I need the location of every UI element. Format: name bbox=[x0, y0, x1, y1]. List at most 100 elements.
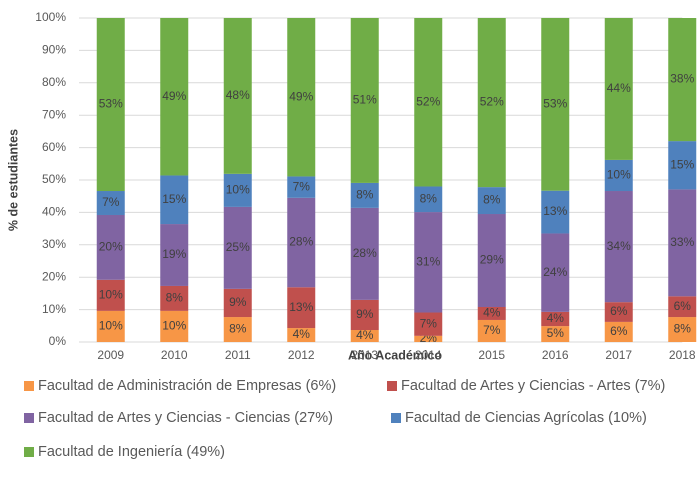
data-label: 53% bbox=[543, 97, 567, 111]
data-label: 49% bbox=[162, 89, 186, 103]
bar-segment bbox=[350, 330, 379, 342]
bar-segment bbox=[477, 319, 506, 342]
data-label: 44% bbox=[607, 81, 631, 95]
data-label: 31% bbox=[416, 254, 440, 268]
bar-segment bbox=[96, 214, 125, 280]
bar-segment bbox=[477, 187, 506, 215]
bar-segment bbox=[414, 212, 443, 313]
data-label: 10% bbox=[99, 319, 123, 333]
data-label: 52% bbox=[416, 94, 440, 108]
bar-segment bbox=[96, 279, 125, 311]
y-tick-label: 60% bbox=[42, 140, 66, 154]
legend-swatch bbox=[24, 447, 34, 457]
bar-segment bbox=[350, 207, 379, 300]
bar-segment bbox=[668, 141, 697, 190]
y-tick-label: 50% bbox=[42, 172, 66, 186]
bar-segment bbox=[350, 299, 379, 331]
bar-segment bbox=[223, 206, 252, 289]
data-label: 51% bbox=[353, 93, 377, 107]
data-label: 24% bbox=[543, 265, 567, 279]
legend-swatch bbox=[24, 413, 34, 423]
bar-segment bbox=[668, 18, 697, 142]
data-label: 10% bbox=[99, 288, 123, 302]
data-label: 7% bbox=[420, 316, 438, 330]
data-label: 13% bbox=[543, 204, 567, 218]
legend-swatch bbox=[387, 381, 397, 391]
bar-segment bbox=[541, 311, 570, 327]
data-label: 28% bbox=[353, 246, 377, 260]
bar-segment bbox=[414, 186, 443, 213]
bar-segment bbox=[287, 18, 316, 177]
data-label: 8% bbox=[356, 188, 374, 202]
y-tick-label: 0% bbox=[49, 334, 67, 348]
bar-segment bbox=[160, 224, 189, 286]
y-axis-title: % de estudiantes bbox=[6, 129, 20, 231]
data-label: 19% bbox=[162, 247, 186, 261]
bar-segment bbox=[668, 189, 697, 297]
x-tick-label: 2015 bbox=[478, 348, 505, 362]
y-tick-label: 100% bbox=[35, 10, 66, 24]
y-tick-label: 30% bbox=[42, 237, 66, 251]
bar-segment bbox=[477, 214, 506, 308]
data-label: 53% bbox=[99, 97, 123, 111]
data-label: 9% bbox=[229, 295, 247, 309]
bar-segment bbox=[223, 18, 252, 174]
y-tick-label: 90% bbox=[42, 43, 66, 57]
data-label: 4% bbox=[547, 311, 565, 325]
data-label: 34% bbox=[607, 239, 631, 253]
data-label: 7% bbox=[483, 323, 501, 337]
x-tick-label: 2016 bbox=[542, 348, 569, 362]
data-label: 10% bbox=[607, 168, 631, 182]
data-label: 15% bbox=[162, 192, 186, 206]
bar-segment bbox=[287, 197, 316, 288]
x-tick-label: 2011 bbox=[225, 348, 251, 362]
x-axis-title: Año Académico bbox=[348, 348, 442, 362]
bar-segment bbox=[604, 302, 633, 322]
data-label: 38% bbox=[670, 72, 694, 86]
data-label: 8% bbox=[420, 191, 438, 205]
x-tick-label: 2014 bbox=[415, 348, 442, 362]
bar-segment bbox=[96, 310, 125, 342]
bar-segment bbox=[287, 287, 316, 329]
data-label: 10% bbox=[226, 183, 250, 197]
bar-segment bbox=[350, 182, 379, 208]
data-label: 49% bbox=[289, 89, 313, 103]
x-tick-label: 2010 bbox=[161, 348, 188, 362]
data-label: 6% bbox=[610, 304, 628, 318]
data-label: 13% bbox=[289, 300, 313, 314]
bar-segment bbox=[414, 312, 443, 336]
y-tick-label: 80% bbox=[42, 75, 66, 89]
data-label: 6% bbox=[674, 299, 692, 313]
x-tick-label: 2009 bbox=[97, 348, 124, 362]
bar-segment bbox=[668, 317, 697, 342]
bar-segment bbox=[668, 296, 697, 318]
y-tick-label: 20% bbox=[42, 269, 66, 283]
y-tick-label: 40% bbox=[42, 205, 66, 219]
bar-segment bbox=[160, 175, 189, 225]
data-label: 4% bbox=[483, 306, 501, 320]
x-tick-label: 2013 bbox=[351, 348, 378, 362]
bar-segment bbox=[96, 191, 125, 215]
bar-segment bbox=[96, 18, 125, 192]
bar-segment bbox=[160, 310, 189, 342]
y-tick-label: 10% bbox=[42, 302, 66, 316]
bar-segment bbox=[604, 18, 633, 160]
bar-segment bbox=[604, 321, 633, 342]
data-label: 9% bbox=[356, 307, 374, 321]
data-label: 52% bbox=[480, 95, 504, 109]
x-tick-label: 2018 bbox=[669, 348, 696, 362]
data-label: 7% bbox=[102, 195, 120, 209]
data-label: 6% bbox=[610, 324, 628, 338]
bar-segment bbox=[477, 307, 506, 320]
bar-segment bbox=[477, 18, 506, 188]
data-label: 8% bbox=[674, 322, 692, 336]
bar-segment bbox=[414, 335, 443, 342]
bar-segment bbox=[604, 159, 633, 192]
bar-segment bbox=[414, 18, 443, 187]
legend-label: Facultad de Artes y Ciencias - Artes (7%… bbox=[401, 378, 665, 394]
data-label: 15% bbox=[670, 157, 694, 171]
data-label: 5% bbox=[547, 326, 565, 340]
data-label: 25% bbox=[226, 240, 250, 254]
legend-label: Facultad de Artes y Ciencias - Ciencias … bbox=[38, 410, 333, 426]
